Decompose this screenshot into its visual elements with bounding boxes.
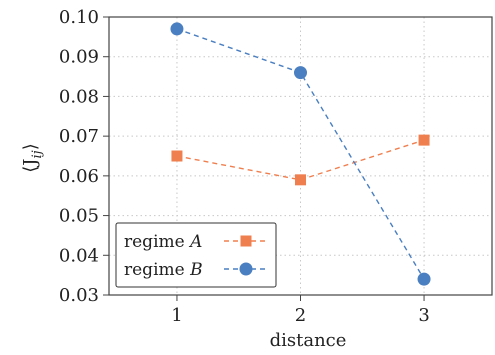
legend-marker-circle	[239, 262, 253, 276]
series-line-b	[176, 28, 425, 280]
y-tick-label: 0.03	[59, 285, 99, 306]
data-point-a	[418, 134, 430, 146]
y-tick-label: 0.07	[59, 126, 99, 147]
y-axis-title: ⟨Jij⟩	[20, 143, 45, 172]
y-axis: 0.03 0.04 0.05 0.06 0.07 0.08 0.09 0.10	[59, 7, 109, 306]
data-point-a	[171, 150, 183, 162]
series-layer	[170, 22, 431, 286]
legend-label-symbol: B	[189, 260, 203, 280]
legend-marker-square	[240, 235, 252, 247]
y-axis-title-subscript: ij	[30, 150, 45, 158]
x-axis: 1 2 3	[171, 295, 430, 326]
legend-box	[115, 222, 277, 288]
legend-label-prefix: regime	[124, 260, 190, 280]
legend-label: regime A	[124, 232, 202, 252]
x-tick-label: 3	[418, 305, 429, 326]
y-tick-label: 0.10	[59, 7, 99, 28]
x-tick-label: 2	[295, 305, 306, 326]
legend-label: regime B	[124, 260, 203, 280]
y-tick-label: 0.06	[59, 166, 99, 187]
x-axis-title: distance	[270, 330, 347, 351]
legend-label-symbol: A	[188, 232, 202, 252]
y-axis-title-open: ⟨J	[20, 158, 41, 172]
y-tick-label: 0.05	[59, 206, 99, 227]
series-line-a	[176, 139, 425, 181]
data-point-a	[295, 174, 306, 186]
legend-label-prefix: regime	[124, 232, 190, 252]
y-tick-label: 0.09	[59, 47, 99, 68]
data-point-b	[417, 272, 431, 286]
x-tick-label: 1	[171, 305, 182, 326]
y-tick-label: 0.08	[59, 86, 99, 107]
data-point-b	[294, 66, 307, 80]
y-tick-label: 0.04	[59, 245, 99, 266]
data-point-b	[170, 22, 184, 36]
y-axis-title-close: ⟩	[20, 143, 41, 150]
